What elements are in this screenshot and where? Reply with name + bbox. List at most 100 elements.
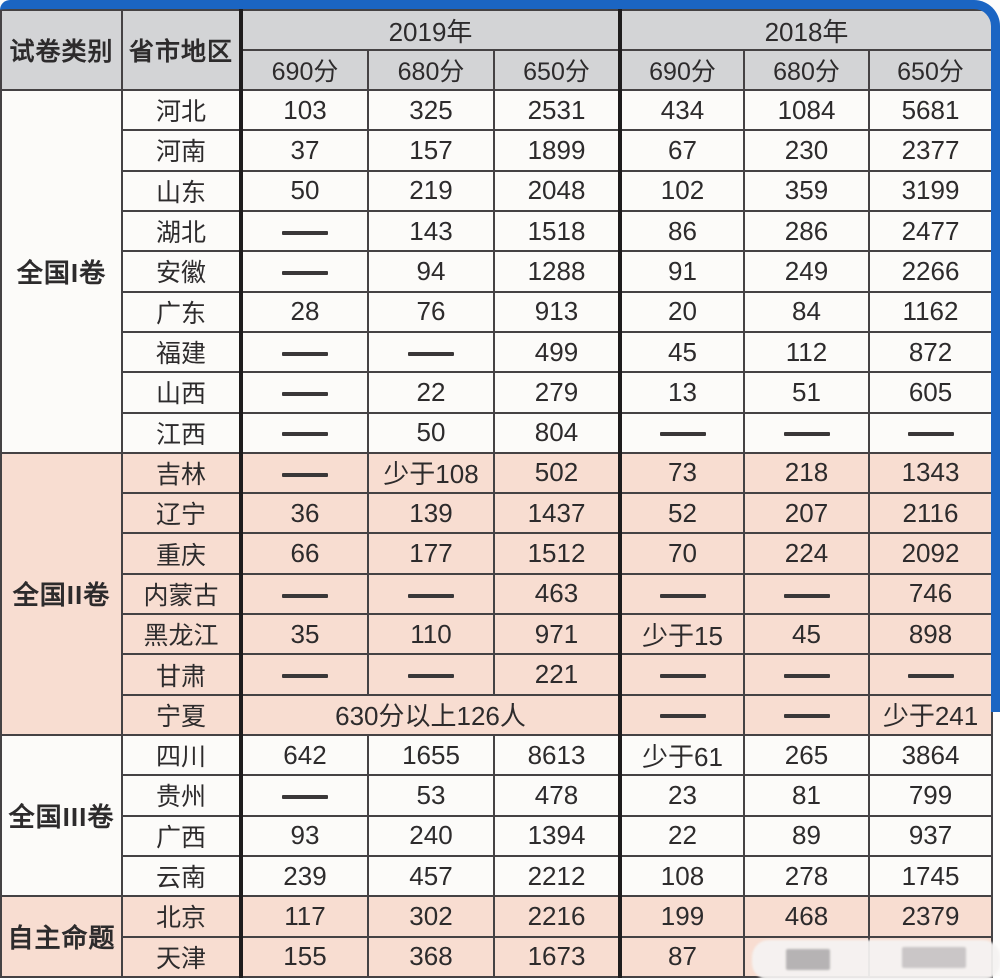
- value-cell: 22: [619, 814, 745, 857]
- value-cell: 468: [743, 895, 870, 938]
- section-label: 全国II卷: [0, 451, 123, 737]
- value-cell: 434: [619, 88, 745, 132]
- value-cell: [240, 250, 369, 293]
- value-cell: 53: [367, 774, 495, 817]
- value-cell: 70: [619, 532, 745, 575]
- value-cell: [240, 653, 369, 696]
- value-cell: 102: [619, 169, 745, 212]
- value-cell: 457: [367, 854, 495, 898]
- region-cell: 重庆: [121, 532, 243, 575]
- value-cell: [867, 411, 994, 454]
- value-cell: [619, 572, 745, 616]
- value-cell: 22: [367, 371, 495, 414]
- value-cell: 1437: [493, 492, 622, 535]
- table-row: 贵州 53 478 23 81 799: [1, 774, 994, 817]
- value-cell: 2266: [867, 250, 994, 293]
- value-cell: 221: [493, 653, 622, 696]
- value-cell: 45: [743, 613, 870, 656]
- region-cell: 云南: [121, 854, 243, 898]
- value-cell: 52: [619, 492, 745, 535]
- header-year-2018: 2018年: [618, 9, 994, 51]
- watermark-block: [786, 949, 830, 970]
- value-cell: 108: [619, 854, 745, 898]
- dash-placeholder: [282, 795, 328, 800]
- region-cell: 甘肃: [121, 653, 243, 696]
- value-cell: [743, 572, 870, 616]
- region-cell: 安徽: [121, 250, 243, 293]
- value-cell: 279: [493, 371, 622, 414]
- value-cell: 286: [743, 209, 870, 253]
- value-cell: 872: [867, 330, 994, 374]
- value-cell: 219: [367, 169, 495, 212]
- table-row: 福建 499 45 112 872: [1, 330, 994, 374]
- dash-placeholder: [282, 593, 328, 598]
- value-cell: 971: [493, 613, 622, 656]
- value-cell: 2116: [867, 492, 994, 535]
- header-exam-type: 试卷类别: [0, 9, 123, 91]
- value-cell: 1899: [493, 129, 622, 172]
- table-row: 全国I卷 河北 103 325 2531 434 1084 5681: [0, 88, 994, 454]
- region-cell: 北京: [121, 895, 243, 938]
- dash-placeholder: [659, 593, 706, 598]
- table-body: 全国I卷 河北 103 325 2531 434 1084 5681 河南 37 157 1899 67…: [0, 88, 994, 979]
- value-cell: 155: [240, 935, 369, 979]
- value-cell: [240, 774, 369, 817]
- value-cell: 1394: [493, 814, 622, 857]
- region-cell: 内蒙古: [121, 572, 243, 616]
- value-cell: 少于15: [619, 613, 745, 656]
- score-table: 试卷类别 省市地区 2019年 2018年 690分 680分 650分 690分 680分 65…: [0, 9, 994, 979]
- table-row: 河南 37 157 1899 67 230 2377: [1, 129, 994, 172]
- region-cell: 广西: [121, 814, 243, 857]
- value-cell: 3199: [867, 169, 994, 212]
- value-cell: 94: [367, 250, 495, 293]
- value-cell: 746: [867, 572, 994, 616]
- dash-placeholder: [282, 230, 328, 235]
- region-cell: 湖北: [121, 209, 243, 253]
- value-cell: 91: [619, 250, 745, 293]
- value-cell: 177: [367, 532, 495, 575]
- value-cell: 1655: [367, 733, 495, 777]
- region-cell: 山东: [121, 169, 243, 212]
- value-cell: 76: [367, 290, 495, 333]
- value-cell: [743, 411, 870, 454]
- dash-placeholder: [783, 593, 830, 598]
- dash-placeholder: [783, 674, 830, 679]
- watermark-blur: [752, 940, 1000, 980]
- value-cell: 199: [619, 895, 745, 938]
- table-row: 山西 22 279 13 51 605: [1, 371, 994, 414]
- region-cell: 山西: [121, 371, 243, 414]
- value-cell: [240, 330, 369, 374]
- region-cell: 天津: [121, 935, 243, 979]
- value-cell: 2212: [493, 854, 622, 898]
- value-cell: 110: [367, 613, 495, 656]
- value-cell: 278: [743, 854, 870, 898]
- header-score-col: 680分: [367, 49, 495, 91]
- value-cell: [240, 209, 369, 253]
- dash-placeholder: [659, 432, 706, 437]
- table-header: 试卷类别 省市地区 2019年 2018年 690分 680分 650分 690分 680分 65…: [0, 9, 994, 91]
- value-cell: 20: [619, 290, 745, 333]
- value-cell: 67: [619, 129, 745, 172]
- value-cell: 93: [240, 814, 369, 857]
- table-row: 全国II卷 吉林 少于108 502 73 218 1343: [0, 451, 994, 737]
- value-cell: 143: [367, 209, 495, 253]
- table-row: 全国III卷 四川 642 1655 8613 少于61 265 3864: [0, 733, 994, 898]
- value-cell: 1673: [493, 935, 622, 979]
- value-cell: 240: [367, 814, 495, 857]
- value-cell: 35: [240, 613, 369, 656]
- value-cell: 207: [743, 492, 870, 535]
- value-cell: 87: [619, 935, 745, 979]
- value-cell: 1512: [493, 532, 622, 575]
- region-cell: 江西: [121, 411, 243, 454]
- table-row: 山东 50 219 2048 102 359 3199: [1, 169, 994, 212]
- dash-placeholder: [783, 432, 830, 437]
- header-region: 省市地区: [121, 9, 243, 91]
- value-cell: 2477: [867, 209, 994, 253]
- value-cell: [619, 653, 745, 696]
- table-row: 内蒙古 463 746: [1, 572, 994, 616]
- value-cell: 325: [367, 88, 495, 132]
- value-cell: 502: [493, 451, 622, 495]
- value-cell: 605: [867, 371, 994, 414]
- value-cell: 368: [367, 935, 495, 979]
- table-row: 安徽 94 1288 91 249 2266: [1, 250, 994, 293]
